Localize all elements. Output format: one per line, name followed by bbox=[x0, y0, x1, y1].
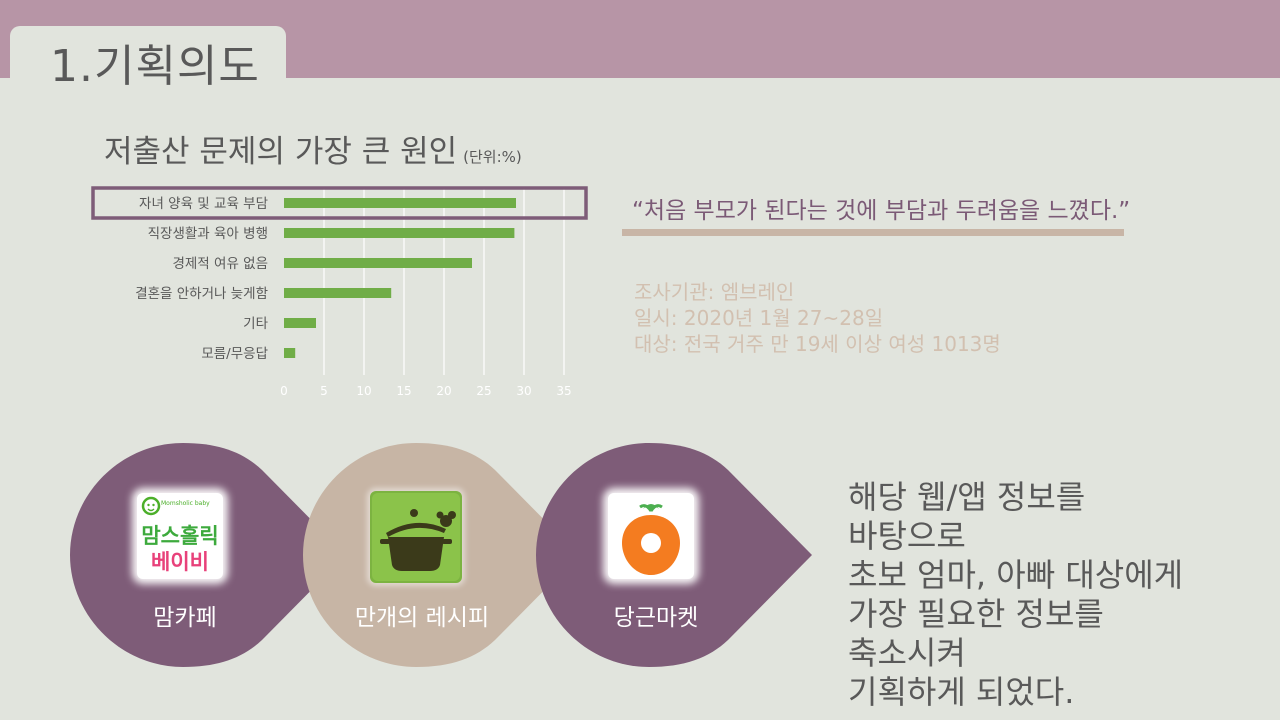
tick-label: 30 bbox=[516, 384, 531, 398]
bar bbox=[284, 228, 515, 238]
category-label: 기타 bbox=[243, 316, 268, 332]
quote-underline bbox=[622, 229, 1124, 236]
app-shapes bbox=[70, 443, 812, 667]
chart-title: 저출산 문제의 가장 큰 원인 (단위:%) bbox=[104, 126, 522, 171]
tick-label: 15 bbox=[396, 384, 411, 398]
tick-label: 25 bbox=[476, 384, 491, 398]
chart-unit: (단위:%) bbox=[463, 148, 522, 166]
bar bbox=[284, 348, 296, 358]
cooking-pot-icon bbox=[372, 493, 460, 581]
bar bbox=[284, 198, 516, 208]
bar bbox=[284, 318, 316, 328]
description: 해당 웹/앱 정보를 바탕으로 초보 엄마, 아빠 대상에게 가장 필요한 정보… bbox=[848, 478, 1183, 712]
category-label: 경제적 여유 없음 bbox=[172, 256, 268, 272]
survey-info: 조사기관: 엠브레인 일시: 2020년 1월 27~28일 대상: 전국 거주… bbox=[634, 279, 1001, 357]
momsholic-logo: Momsholic baby 맘스홀릭 베이비 bbox=[137, 493, 223, 579]
category-label: 직장생활과 육아 병행 bbox=[148, 226, 268, 242]
description-line: 해당 웹/앱 정보를 bbox=[848, 478, 1086, 516]
tick-label: 5 bbox=[320, 384, 328, 398]
app-label-momcafe: 맘카페 bbox=[153, 605, 217, 631]
description-line: 기획하게 되었다. bbox=[848, 673, 1075, 711]
highlight-box bbox=[91, 186, 588, 220]
momsholic-baby-icon: Momsholic baby 맘스홀릭 베이비 bbox=[141, 496, 219, 574]
tick-label: 0 bbox=[280, 384, 288, 398]
title-tab bbox=[10, 26, 286, 86]
tick-label: 10 bbox=[356, 384, 371, 398]
recipe-logo bbox=[370, 491, 462, 583]
chart-title-text: 저출산 문제의 가장 큰 원인 bbox=[104, 134, 458, 170]
bar bbox=[284, 288, 392, 298]
momsholic-top-text: 맘스홀릭 bbox=[141, 524, 218, 548]
quote: “처음 부모가 된다는 것에 부담과 두려움을 느꼈다.” bbox=[632, 198, 1131, 224]
category-label: 자녀 양육 및 교육 부담 bbox=[139, 196, 268, 212]
survey-date: 일시: 2020년 1월 27~28일 bbox=[634, 306, 884, 330]
category-label: 결혼을 안하거나 늦게함 bbox=[135, 286, 268, 302]
tick-label: 20 bbox=[436, 384, 451, 398]
description-line: 가장 필요한 정보를 bbox=[848, 595, 1104, 633]
page-title: 1.기획의도 bbox=[50, 41, 260, 92]
carrot-icon bbox=[622, 504, 680, 575]
carrot-logo bbox=[608, 493, 694, 579]
tick-label: 35 bbox=[556, 384, 571, 398]
survey-target: 대상: 전국 거주 만 19세 이상 여성 1013명 bbox=[634, 332, 1001, 356]
bar bbox=[284, 258, 472, 268]
momsholic-bottom-text: 베이비 bbox=[151, 550, 209, 574]
app-label-recipe: 만개의 레시피 bbox=[354, 605, 490, 631]
survey-agency: 조사기관: 엠브레인 bbox=[634, 280, 795, 304]
description-line: 바탕으로 bbox=[848, 517, 966, 555]
description-line: 초보 엄마, 아빠 대상에게 bbox=[848, 556, 1184, 594]
app-label-carrot-market: 당근마켓 bbox=[613, 605, 699, 631]
description-line: 축소시켜 bbox=[848, 634, 966, 672]
momsholic-small-text: Momsholic baby bbox=[161, 500, 210, 507]
category-label: 모름/무응답 bbox=[201, 346, 268, 362]
